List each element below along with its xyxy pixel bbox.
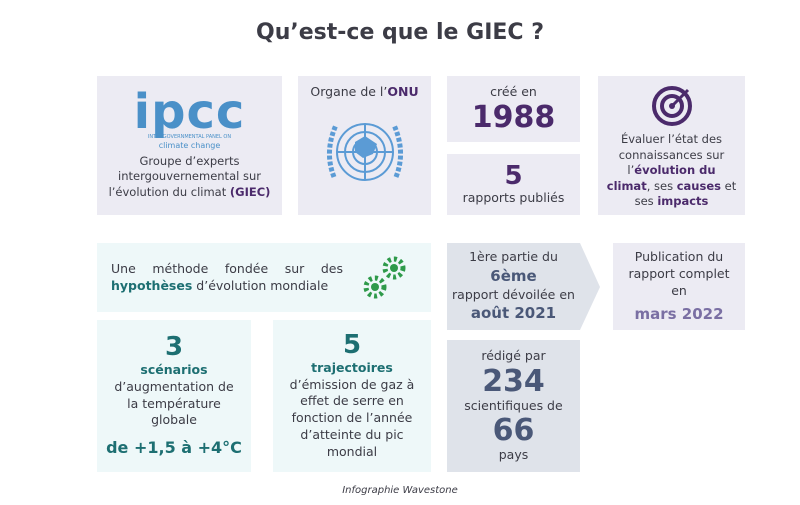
ipcc-logo: ipcc bbox=[133, 83, 246, 140]
text: , ses bbox=[646, 178, 674, 193]
footer: Infographie Wavestone bbox=[342, 485, 458, 496]
text: d’émission de gaz à effet de serre en fo… bbox=[289, 376, 415, 460]
ipcc-logo-line: INTERGOVERNMENTAL PANEL ON bbox=[147, 134, 232, 141]
trajectories-box: 5 trajectoires d’émission de gaz à effet… bbox=[273, 320, 431, 472]
un-emblem bbox=[326, 122, 403, 181]
created-box: créé en 1988 bbox=[447, 76, 580, 142]
ipcc-text: Groupe d’experts intergouvernemental sur… bbox=[97, 154, 282, 201]
text: Organe de l’ bbox=[310, 84, 388, 99]
gears-icon bbox=[363, 256, 406, 298]
title: Qu’est-ce que le GIEC ? bbox=[256, 20, 544, 45]
ipcc-logo-line: climate change bbox=[158, 140, 221, 150]
count: 234 bbox=[482, 363, 545, 399]
count: 5 bbox=[504, 160, 523, 191]
onu-box: Organe de l’ONU bbox=[298, 76, 431, 215]
range: de +1,5 à +4°C bbox=[106, 438, 242, 458]
highlight: 6ème bbox=[490, 267, 537, 286]
mission-box: Évaluer l’état des connaissances sur l’é… bbox=[598, 76, 745, 215]
highlight: ONU bbox=[387, 84, 419, 99]
text: Évaluer l’état des connaissances sur l’ bbox=[618, 132, 725, 178]
highlight: mars 2022 bbox=[634, 304, 724, 323]
text: 1ère partie du bbox=[469, 249, 558, 265]
text: d’évolution mondiale bbox=[196, 277, 329, 293]
highlight: trajectoires bbox=[311, 359, 393, 375]
year: 1988 bbox=[471, 99, 556, 135]
publication-box: Publication du rapport complet en mars 2… bbox=[613, 243, 745, 330]
reports-box: 5 rapports publiés bbox=[447, 154, 580, 215]
authors-box: rédigé par 234 scientifiques de 66 pays bbox=[447, 340, 580, 472]
highlight: scénarios bbox=[140, 361, 208, 377]
highlight: causes bbox=[676, 178, 721, 193]
count: 5 bbox=[342, 330, 362, 361]
text: rapport dévoilée en bbox=[452, 286, 575, 302]
method-text: Une méthode fondée sur des hypothèses d’… bbox=[111, 261, 343, 295]
target-icon bbox=[651, 86, 692, 126]
highlight: août 2021 bbox=[470, 304, 557, 323]
first-part-box: 1ère partie du 6ème rapport dévoilée en … bbox=[447, 243, 580, 330]
arrow-shape bbox=[447, 243, 600, 330]
unit: pays bbox=[498, 447, 529, 463]
count: 3 bbox=[164, 332, 184, 363]
text: scientifiques de bbox=[464, 397, 563, 413]
highlight: évolution du climat bbox=[606, 163, 716, 193]
text: Groupe d’experts intergouvernemental sur… bbox=[108, 153, 261, 199]
highlight: (GIEC) bbox=[229, 184, 271, 199]
highlight: hypothèses bbox=[111, 277, 193, 293]
text: d’augmentation de la température globale bbox=[114, 378, 234, 428]
label: rédigé par bbox=[481, 347, 546, 363]
text: Publication du rapport complet en bbox=[628, 249, 730, 298]
ipcc-box: ipcc INTERGOVERNMENTAL PANEL ON climate … bbox=[97, 76, 282, 215]
mission-text: Évaluer l’état des connaissances sur l’é… bbox=[598, 128, 745, 210]
countries: 66 bbox=[492, 413, 535, 449]
text: Une méthode fondée sur des bbox=[111, 260, 343, 276]
text: et ses bbox=[634, 178, 737, 209]
label: créé en bbox=[490, 84, 537, 100]
method-box: Une méthode fondée sur des hypothèses d’… bbox=[97, 243, 431, 312]
label: rapports publiés bbox=[462, 190, 565, 206]
onu-text: Organe de l’ONU bbox=[310, 84, 418, 101]
scenarios-box: 3 scénarios d’augmentation de la tempéra… bbox=[97, 320, 251, 472]
highlight: impacts bbox=[657, 194, 709, 209]
